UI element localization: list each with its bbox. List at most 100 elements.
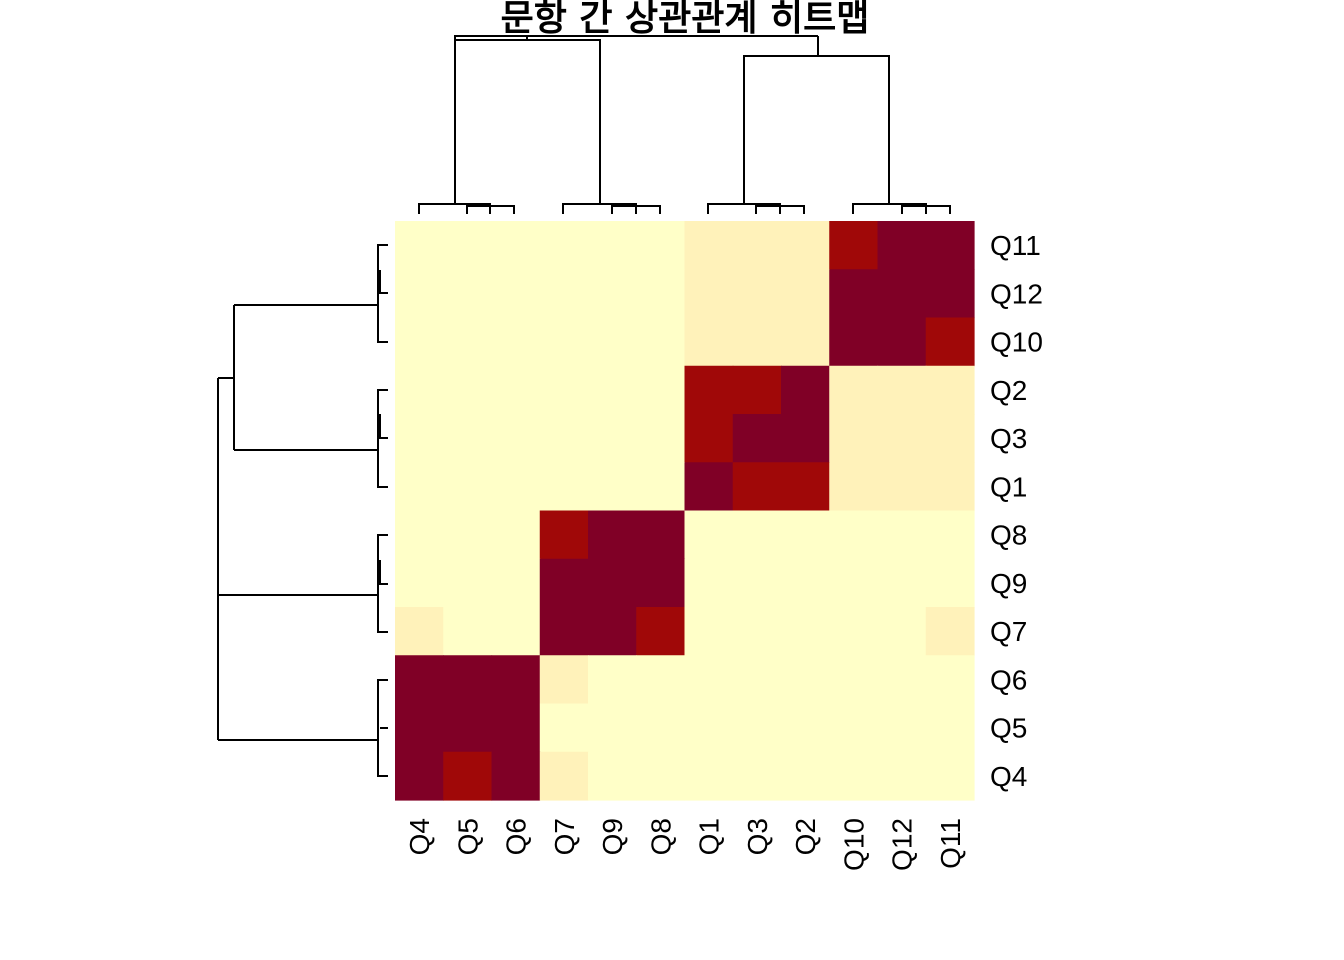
- row-dendrogram-branch-3: [377, 244, 388, 343]
- heatmap-cell-Q5-Q3: [732, 703, 782, 753]
- heatmap-cell-Q1-Q9: [588, 462, 637, 512]
- column-label-Q7: Q7: [549, 818, 580, 855]
- heatmap-cell-Q5-Q2: [781, 703, 830, 753]
- heatmap-cell-Q12-Q10: [829, 269, 879, 319]
- heatmap-cell-Q10-Q2: [781, 317, 830, 367]
- heatmap-cell-Q1-Q12: [877, 462, 927, 512]
- heatmap-cell-Q10-Q5: [443, 317, 493, 367]
- heatmap-cell-Q4-Q4: [395, 751, 444, 801]
- heatmap-cell-Q9-Q9: [588, 558, 637, 608]
- heatmap-cell-Q11-Q4: [395, 221, 444, 270]
- heatmap-cell-Q7-Q4: [395, 607, 444, 656]
- heatmap-cell-Q5-Q9: [588, 703, 637, 753]
- heatmap-cell-Q11-Q11: [925, 221, 975, 270]
- heatmap-cell-Q6-Q6: [491, 655, 541, 705]
- heatmap-cell-Q7-Q2: [781, 607, 830, 656]
- heatmap-cell-Q10-Q4: [395, 317, 444, 367]
- row-label-Q6: Q6: [990, 664, 1027, 695]
- heatmap-cell-Q2-Q3: [732, 365, 782, 415]
- heatmap-cell-Q8-Q4: [395, 510, 444, 560]
- heatmap-cell-Q3-Q5: [443, 414, 493, 463]
- heatmap-cell-Q10-Q8: [636, 317, 686, 367]
- column-label-Q10: Q10: [838, 818, 869, 871]
- heatmap-cell-Q11-Q5: [443, 221, 493, 270]
- heatmap-cell-Q7-Q1: [684, 607, 734, 656]
- heatmap-cell-Q7-Q10: [829, 607, 879, 656]
- heatmap-cell-Q1-Q4: [395, 462, 444, 512]
- heatmap-cell-Q2-Q5: [443, 365, 493, 415]
- heatmap-cell-Q8-Q8: [636, 510, 686, 560]
- heatmap-cell-Q2-Q9: [588, 365, 637, 415]
- heatmap-cell-Q4-Q10: [829, 751, 879, 801]
- heatmap-cell-Q6-Q11: [925, 655, 975, 705]
- column-label-Q8: Q8: [645, 818, 676, 855]
- heatmap-cell-Q3-Q1: [684, 414, 734, 463]
- heatmap-cell-Q9-Q5: [443, 558, 493, 608]
- heatmap-cell-Q1-Q5: [443, 462, 493, 512]
- heatmap-cell-Q1-Q8: [636, 462, 686, 512]
- heatmap-cell-Q12-Q4: [395, 269, 444, 319]
- row-label-Q2: Q2: [990, 375, 1027, 406]
- heatmap-cell-Q12-Q7: [539, 269, 589, 319]
- heatmap-cell-Q8-Q6: [491, 510, 541, 560]
- column-labels: Q4 Q5 Q6 Q7 Q9 Q8 Q1 Q3 Q2 Q10 Q12 Q11: [404, 818, 966, 871]
- heatmap-cell-Q8-Q7: [539, 510, 589, 560]
- heatmap-cell-Q12-Q6: [491, 269, 541, 319]
- heatmap-cell-Q6-Q10: [829, 655, 879, 705]
- heatmap-cell-Q12-Q3: [732, 269, 782, 319]
- heatmap-cell-Q2-Q12: [877, 365, 927, 415]
- heatmap-cell-Q6-Q4: [395, 655, 444, 705]
- column-label-Q11: Q11: [935, 818, 966, 869]
- heatmap-cell-Q5-Q6: [491, 703, 541, 753]
- column-dendrogram-branch-5: [743, 55, 890, 204]
- heatmap-cell-Q9-Q1: [684, 558, 734, 608]
- heatmap-cell-Q7-Q5: [443, 607, 493, 656]
- heatmap-cell-Q6-Q3: [732, 655, 782, 705]
- column-label-Q4: Q4: [404, 818, 435, 855]
- row-dendrogram-branch-2: [218, 304, 378, 741]
- heatmap-cell-Q10-Q11: [925, 317, 975, 367]
- heatmap-cell-Q5-Q4: [395, 703, 444, 753]
- row-dendrogram-branch-1: [217, 305, 235, 740]
- column-label-Q3: Q3: [742, 818, 773, 855]
- heatmap-cell-Q2-Q1: [684, 365, 734, 415]
- heatmap-cell-Q3-Q3: [732, 414, 782, 463]
- column-label-Q12: Q12: [887, 818, 918, 871]
- heatmap-cell-Q6-Q1: [684, 655, 734, 705]
- heatmap-cell-Q8-Q1: [684, 510, 734, 560]
- row-label-Q7: Q7: [990, 616, 1027, 647]
- heatmap-cell-Q11-Q1: [684, 221, 734, 270]
- heatmap-cell-Q5-Q12: [877, 703, 927, 753]
- heatmap-cell-Q3-Q9: [588, 414, 637, 463]
- column-label-Q6: Q6: [501, 818, 532, 855]
- column-dendrogram-branch-3: [418, 203, 515, 214]
- row-label-Q3: Q3: [990, 423, 1027, 454]
- heatmap-cell-Q7-Q7: [539, 607, 589, 656]
- heatmap-cell-Q8-Q5: [443, 510, 493, 560]
- heatmap-cell-Q3-Q2: [781, 414, 830, 463]
- heatmap-cell-Q8-Q11: [925, 510, 975, 560]
- row-label-Q1: Q1: [990, 471, 1027, 502]
- heatmap-cell-Q3-Q11: [925, 414, 975, 463]
- heatmap-cell-Q4-Q5: [443, 751, 493, 801]
- row-dendrogram-branch-6: [377, 679, 388, 777]
- heatmap-cell-Q7-Q6: [491, 607, 541, 656]
- heatmap-cell-Q12-Q2: [781, 269, 830, 319]
- row-label-Q5: Q5: [990, 713, 1027, 744]
- heatmap-cell-Q9-Q7: [539, 558, 589, 608]
- row-label-Q11: Q11: [990, 230, 1041, 261]
- heatmap-cell-Q6-Q9: [588, 655, 637, 705]
- heatmap-cell-Q11-Q10: [829, 221, 879, 270]
- heatmap-cell-Q6-Q8: [636, 655, 686, 705]
- heatmap-cell-Q10-Q3: [732, 317, 782, 367]
- heatmap-cell-Q9-Q10: [829, 558, 879, 608]
- heatmap-cell-Q12-Q11: [925, 269, 975, 319]
- heatmap-cell-Q2-Q11: [925, 365, 975, 415]
- heatmap-cell-Q9-Q11: [925, 558, 975, 608]
- heatmap-cell-Q11-Q6: [491, 221, 541, 270]
- column-label-Q9: Q9: [597, 818, 628, 855]
- heatmap-cell-Q3-Q12: [877, 414, 927, 463]
- heatmap-cell-Q5-Q5: [443, 703, 493, 753]
- heatmap-cell-Q11-Q7: [539, 221, 589, 270]
- heatmap-cell-Q2-Q4: [395, 365, 444, 415]
